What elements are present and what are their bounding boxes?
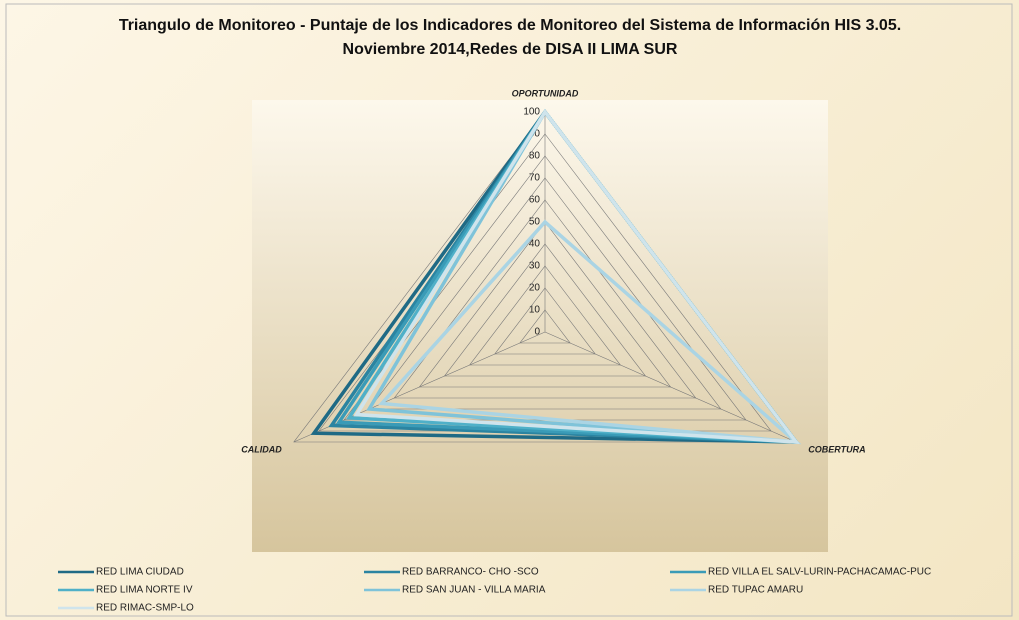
series-line (378, 219, 802, 445)
y-tick-label: 0 (534, 327, 540, 338)
y-tick-label: 70 (529, 173, 541, 184)
category-label: CALIDAD (241, 444, 282, 454)
chart-border (5, 3, 1013, 617)
grid-line (443, 243, 647, 377)
axis-spoke (293, 331, 546, 443)
axis-spoke (544, 331, 797, 443)
y-tick-label: 100 (523, 107, 540, 118)
plot-area (252, 100, 828, 552)
chart-title: Triangulo de Monitoreo - Puntaje de los … (118, 17, 902, 58)
grid-line (494, 287, 596, 355)
grid-line (469, 265, 621, 366)
legend-label: RED VILLA EL SALV-LURIN-PACHACAMAC-PUC (708, 567, 931, 578)
y-tick-label: 40 (529, 239, 541, 250)
category-label: COBERTURA (808, 444, 865, 454)
y-tick-label: 60 (529, 195, 541, 206)
y-tick-label: 50 (529, 217, 541, 228)
legend-label: RED TUPAC AMARU (708, 585, 803, 596)
y-tick-label: 80 (529, 151, 541, 162)
grid-line (519, 309, 571, 344)
legend-label: RED SAN JUAN - VILLA MARIA (402, 585, 546, 596)
y-tick-label: 90 (529, 129, 541, 140)
grid-line (393, 199, 697, 399)
legend-label: RED LIMA NORTE IV (96, 585, 193, 596)
grid-line (368, 177, 722, 410)
legend-label: RED BARRANCO- CHO -SCO (402, 567, 539, 578)
legend-label: RED LIMA CIUDAD (96, 567, 184, 578)
category-label: OPORTUNIDAD (512, 88, 579, 98)
y-tick-label: 20 (529, 283, 541, 294)
y-tick-label: 30 (529, 261, 541, 272)
y-tick-label: 10 (529, 305, 541, 316)
series-line (353, 108, 800, 444)
legend-label: RED RIMAC-SMP-LO (96, 603, 194, 614)
grid-line (418, 221, 672, 388)
